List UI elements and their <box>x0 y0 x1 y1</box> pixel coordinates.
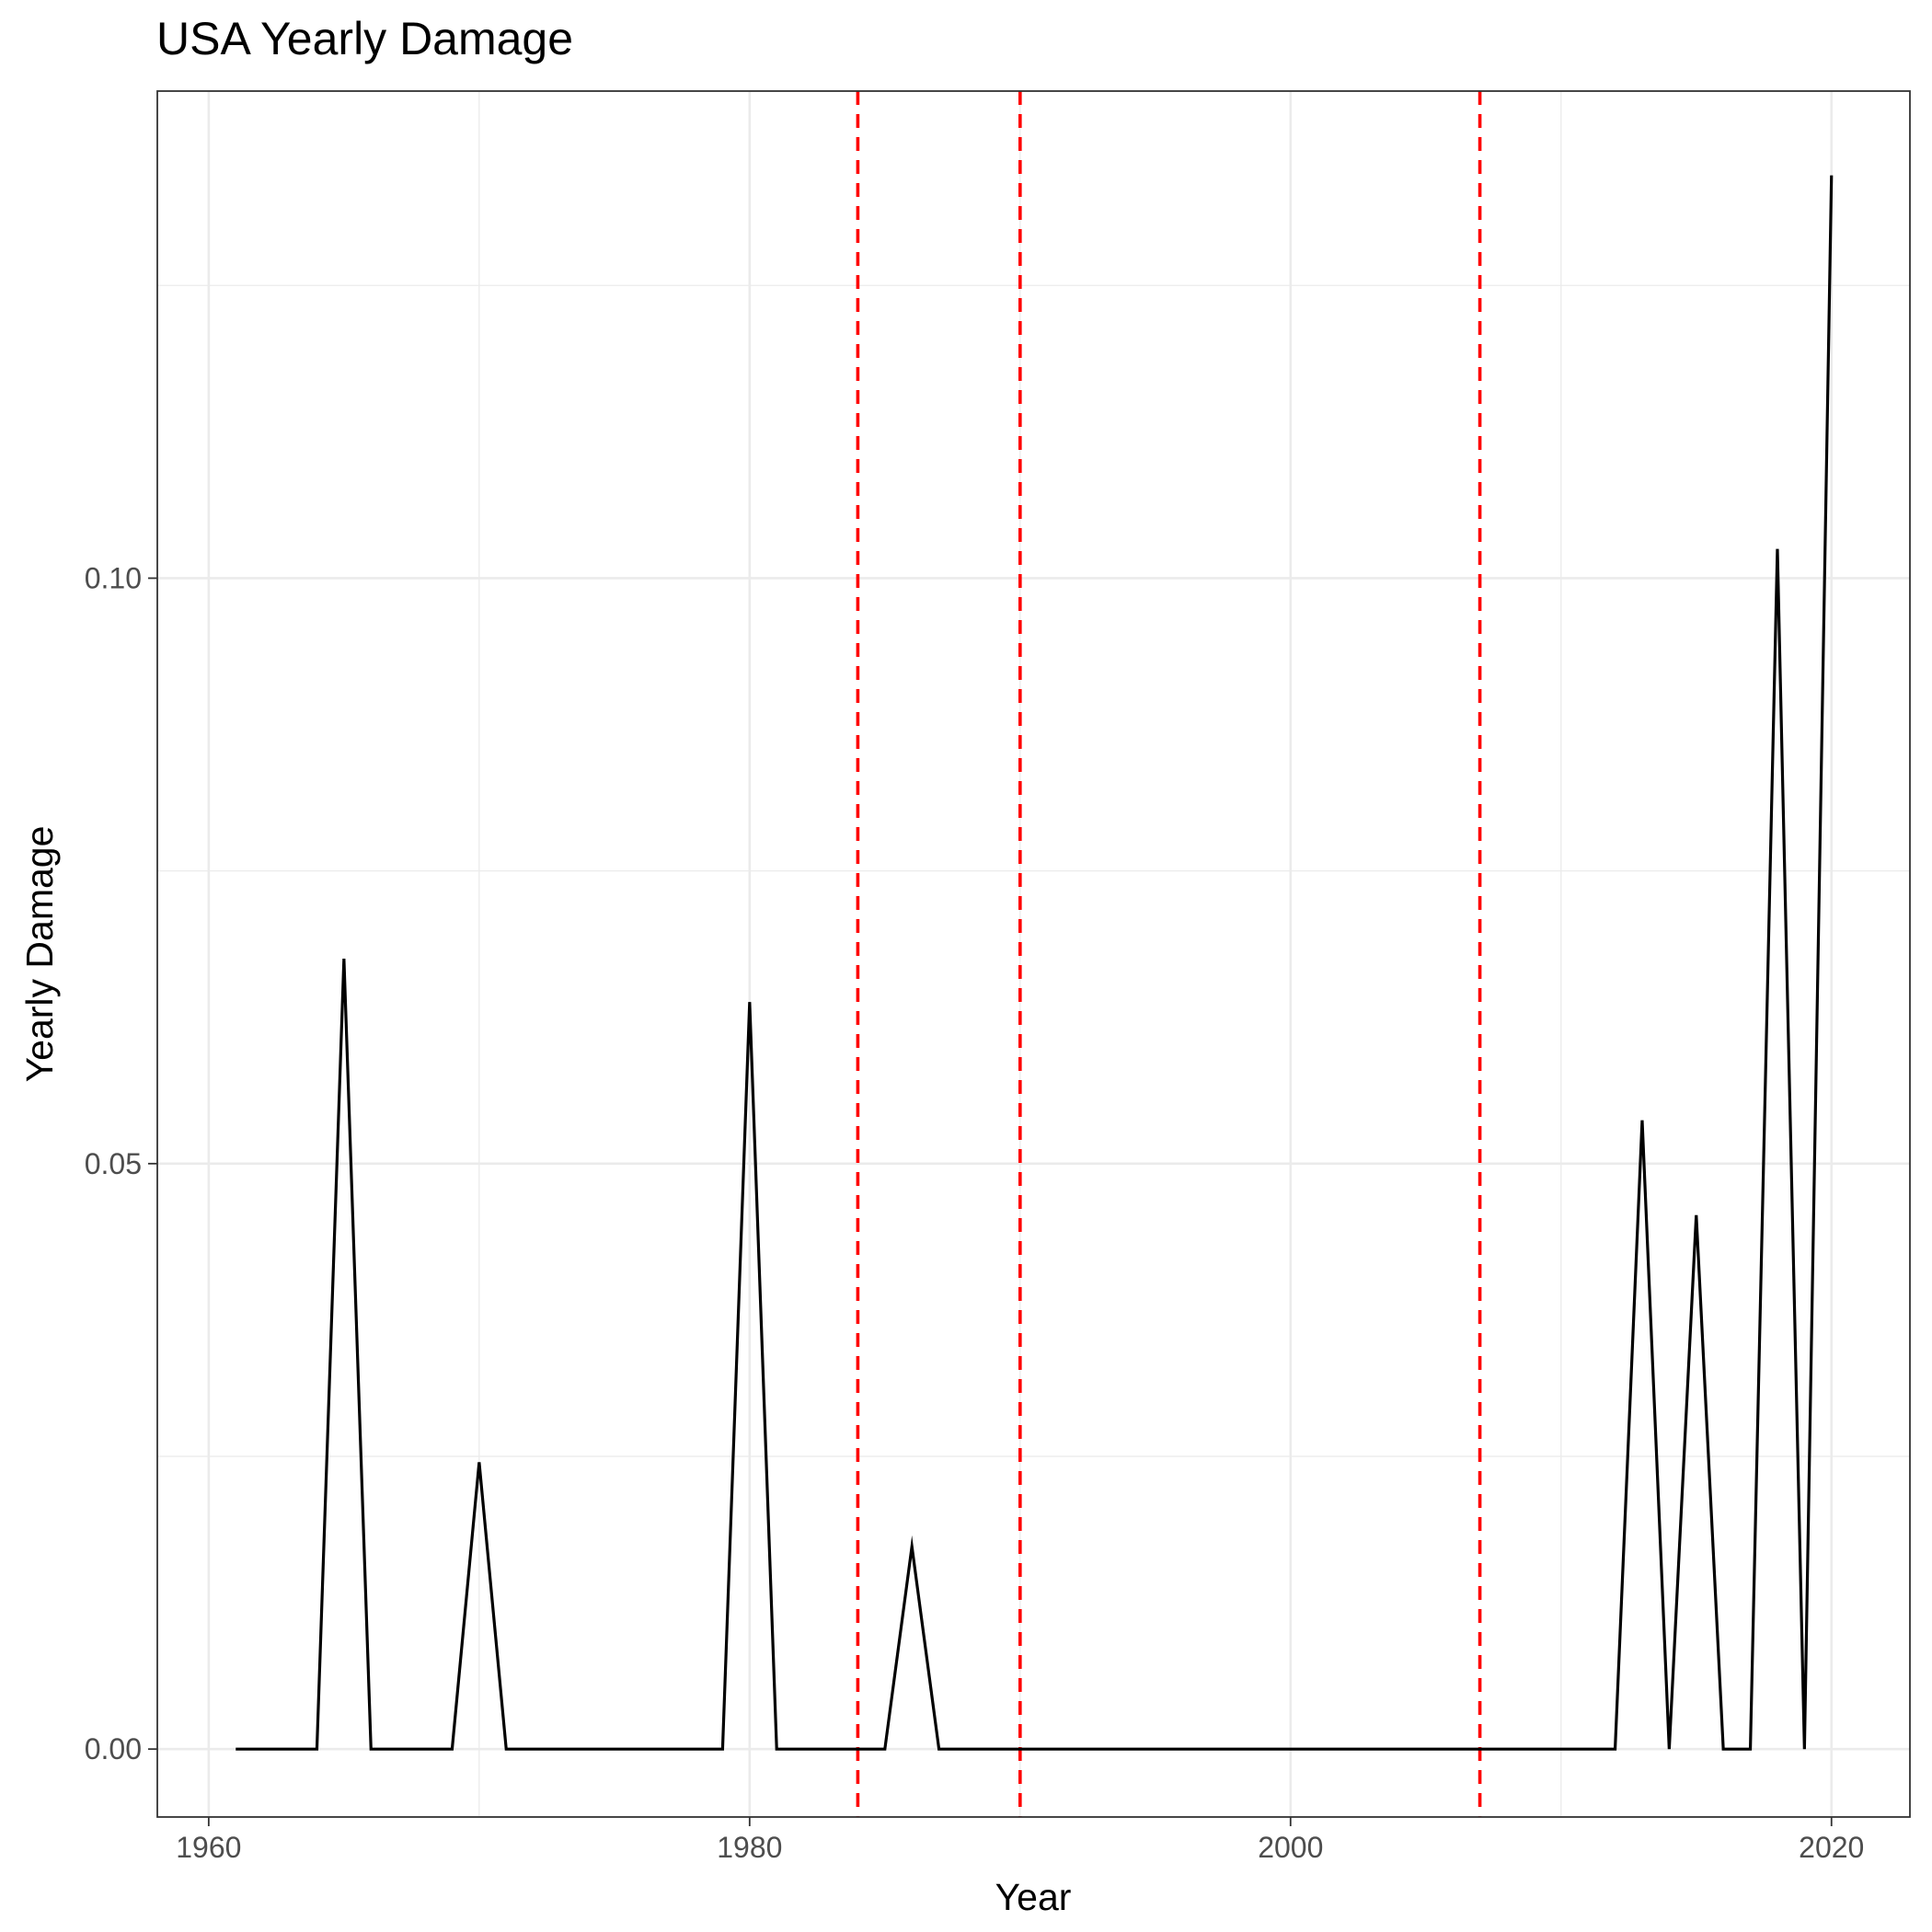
series-layer <box>236 175 1834 1751</box>
series-line <box>236 175 1834 1751</box>
x-tick-label: 2000 <box>1258 1831 1323 1864</box>
y-tick-label: 0.00 <box>85 1732 142 1765</box>
x-tick-label: 1960 <box>176 1831 241 1864</box>
x-axis-label: Year <box>995 1876 1072 1918</box>
plot-border <box>156 90 1911 1818</box>
chart-title: USA Yearly Damage <box>156 13 573 64</box>
y-tick-label: 0.10 <box>85 561 142 594</box>
x-tick-label: 1980 <box>717 1831 782 1864</box>
reference-lines <box>856 91 1482 1817</box>
plot-panel <box>157 91 1910 1817</box>
y-axis-ticks: 0.00 0.05 0.10 <box>85 561 157 1765</box>
y-axis-label: Yearly Damage <box>18 826 61 1083</box>
y-tick-label: 0.05 <box>85 1147 142 1180</box>
x-axis-ticks: 1960 1980 2000 2020 <box>176 1817 1864 1864</box>
x-tick-label: 2020 <box>1799 1831 1864 1864</box>
